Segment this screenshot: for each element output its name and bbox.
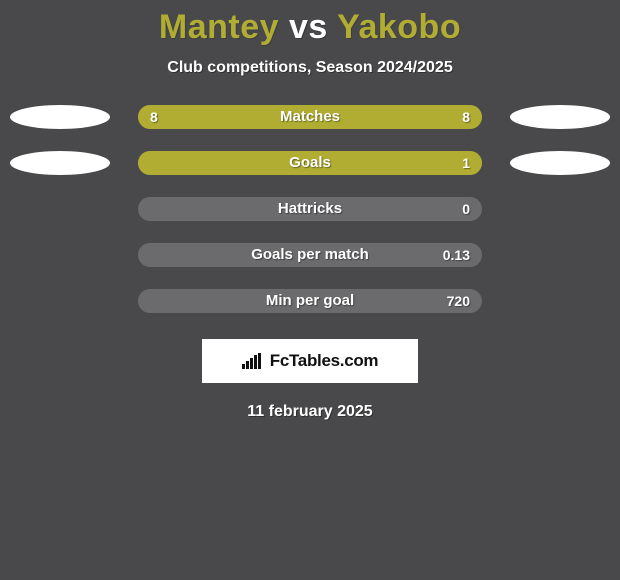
stat-bar-track [138,151,482,175]
stat-row: Min per goal720 [0,289,620,313]
title-vs: vs [289,8,328,46]
stat-row: Goals per match0.13 [0,243,620,267]
stats-container: Matches88 Goals1 Hattricks0 Goals per match… [0,105,620,313]
stat-bar-right-fill [310,151,482,175]
stat-bar-left-fill [138,105,310,129]
crest-right [510,151,610,175]
crest-left [10,151,110,175]
stat-row: Matches88 [0,105,620,129]
stat-bar-track [138,243,482,267]
stat-bar-track [138,289,482,313]
bars-icon [242,353,264,369]
stat-bar-track [138,197,482,221]
crest-left [10,105,110,129]
stat-row: Goals1 [0,151,620,175]
comparison-card: Mantey vs Yakobo Club competitions, Seas… [0,0,620,580]
date-label: 11 february 2025 [0,403,620,421]
title-player1: Mantey [159,8,279,46]
stat-row: Hattricks0 [0,197,620,221]
stat-bar-left-fill [138,151,310,175]
title-player2: Yakobo [337,8,461,46]
brand-text: FcTables.com [270,351,379,371]
stat-bar-track [138,105,482,129]
page-title: Mantey vs Yakobo [0,0,620,47]
brand-badge[interactable]: FcTables.com [202,339,418,383]
crest-right [510,105,610,129]
subtitle: Club competitions, Season 2024/2025 [0,59,620,77]
stat-bar-right-fill [310,105,482,129]
